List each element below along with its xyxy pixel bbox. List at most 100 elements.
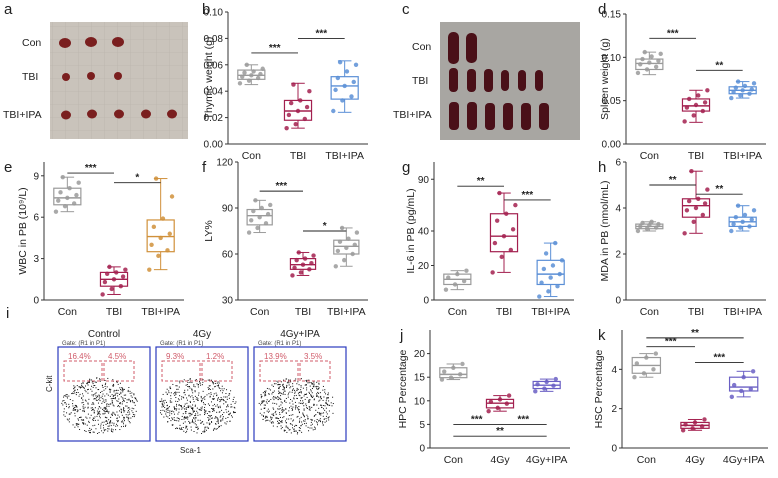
flow-event [127,391,129,393]
flow-event [126,399,128,401]
flow-event [87,413,89,415]
flow-event [112,396,114,398]
flow-event [94,424,96,426]
data-point [546,289,551,294]
flow-event [123,400,125,402]
data-point [307,267,312,272]
flow-event [226,398,228,400]
flow-plot-title: Control [88,329,120,340]
flow-event [106,393,108,395]
flow-event [179,428,181,430]
flow-event [303,405,305,407]
flow-event [264,394,266,396]
data-point [705,187,710,192]
flow-event [189,405,191,407]
y-tick-label: 90 [418,175,430,186]
flow-event [105,382,107,384]
data-point [504,401,510,406]
flow-event [191,407,193,409]
flow-event [288,410,290,412]
flow-event [221,385,223,387]
flow-event [197,398,199,400]
flow-event [317,411,319,413]
flow-event [112,397,114,399]
flow-event [201,384,203,386]
flow-event [88,398,90,400]
flow-event [159,400,161,402]
flow-event [188,386,190,388]
flow-event [297,388,299,390]
flow-event [103,421,105,423]
flow-event [295,424,297,426]
flow-event [68,407,70,409]
flow-event [113,394,115,396]
significance-label: *** [315,28,327,39]
flow-event [79,387,81,389]
flow-event [190,406,192,408]
flow-event [263,400,265,402]
flow-event [281,411,283,413]
flow-event [297,432,299,434]
flow-event [131,396,133,398]
flow-event [81,397,83,399]
flow-event [62,404,64,406]
flow-event [212,395,214,397]
flow-event [259,412,261,414]
flow-event [118,416,120,418]
data-point [557,271,562,277]
flow-event [129,390,131,392]
y-tick-label: 9 [33,171,39,182]
flow-event [297,415,299,417]
flow-event [106,403,108,405]
flow-event [327,392,329,394]
flow-event [109,390,111,392]
y-tick-label: 15 [414,373,426,384]
flow-event [303,416,305,418]
flow-event [330,402,332,404]
flow-event [112,413,114,415]
flow-event [77,409,79,411]
flow-event [68,421,70,423]
flow-event [114,396,116,398]
flow-event [189,400,191,402]
flow-event [194,423,196,425]
data-point [638,224,643,229]
data-point [60,174,65,180]
flow-event [109,421,111,423]
flow-event [201,421,203,423]
flow-event [260,397,262,399]
flow-event [324,409,326,411]
flow-event [185,426,187,428]
flow-event [282,389,284,391]
flow-event [184,389,186,391]
data-point [300,262,306,267]
flow-event [195,417,197,419]
flow-event [106,405,108,407]
flow-event [66,418,68,420]
flow-event [114,413,116,415]
flow-event [99,380,101,382]
flow-event [261,402,263,404]
flow-event [131,400,133,402]
gate-right [299,360,331,382]
thymus-samples [59,37,177,120]
flow-event [172,418,174,420]
flow-event [87,382,89,384]
flow-event [270,389,272,391]
flow-event [278,390,280,392]
flow-event [81,397,83,399]
flow-event [215,428,217,430]
spleen-sample [518,70,526,91]
data-point [747,224,752,229]
flow-event [313,399,315,401]
flow-event [300,386,302,388]
flow-event [169,400,171,402]
data-point [751,208,757,213]
flow-event [113,405,115,407]
flow-event [197,426,199,428]
flow-event [304,419,306,421]
flow-event [212,383,214,385]
flow-event [277,381,279,383]
flow-event [63,414,65,416]
